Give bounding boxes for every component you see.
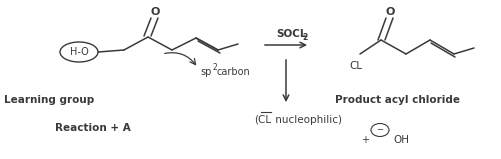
Text: 2: 2 bbox=[302, 34, 307, 42]
Text: O: O bbox=[385, 7, 395, 17]
Text: +: + bbox=[361, 135, 369, 145]
Text: Learning group: Learning group bbox=[4, 95, 94, 105]
Text: SOCL: SOCL bbox=[276, 29, 307, 39]
Text: carbon: carbon bbox=[217, 67, 250, 77]
Text: sp: sp bbox=[200, 67, 211, 77]
Text: Reaction + A: Reaction + A bbox=[55, 123, 131, 133]
Text: OH: OH bbox=[393, 135, 409, 145]
Text: Product acyl chloride: Product acyl chloride bbox=[336, 95, 460, 105]
Text: (CL: (CL bbox=[254, 115, 271, 125]
Text: −: − bbox=[376, 125, 383, 135]
Text: H-O: H-O bbox=[70, 47, 88, 57]
Text: CL: CL bbox=[349, 61, 362, 71]
Text: 2: 2 bbox=[213, 62, 218, 72]
Text: O: O bbox=[150, 7, 160, 17]
Text: nucleophilic): nucleophilic) bbox=[272, 115, 342, 125]
